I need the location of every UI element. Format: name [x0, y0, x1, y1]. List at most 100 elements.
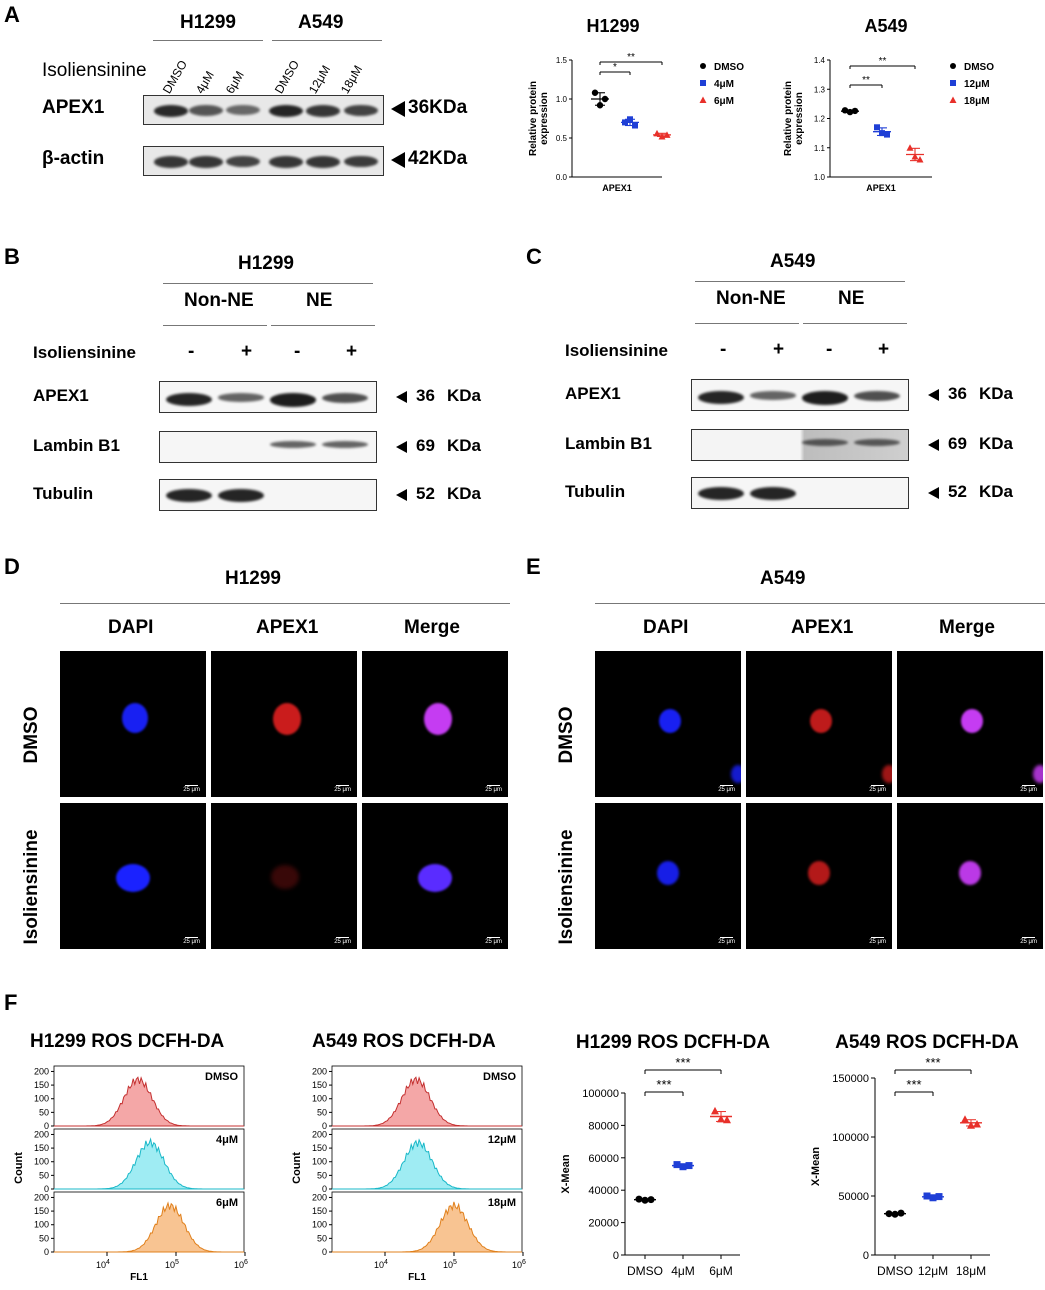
blot-size-number: 36	[416, 386, 435, 405]
cell-nucleus	[808, 861, 830, 885]
cell-nucleus	[731, 765, 741, 783]
cell-nucleus	[657, 861, 679, 885]
scale-bar: 25 μm	[718, 937, 735, 945]
data-point	[929, 1194, 937, 1202]
data-point	[906, 144, 914, 151]
data-point	[841, 107, 849, 114]
blot-size-label: 42KDa	[408, 148, 468, 169]
data-point	[596, 102, 604, 109]
blot-size-unit: KDa	[447, 484, 482, 503]
microscopy-image: 25 μm	[746, 651, 892, 797]
scale-bar: 25 μm	[1020, 785, 1037, 793]
panel-cell-title: H1299	[225, 568, 281, 589]
significance-label: ***	[906, 1077, 921, 1092]
hist1-chart: Count 0 50 100 150 200 DMSO 0 50 100 150 200 4μM 0 50 1…	[13, 1065, 248, 1283]
data-point	[851, 107, 859, 115]
significance-label: ***	[656, 1077, 671, 1092]
microscopy-image: 25 μm	[897, 651, 1043, 797]
y-tick-label: 80000	[588, 1120, 619, 1132]
y-tick-label: 0	[322, 1184, 327, 1194]
western-blot	[691, 379, 909, 411]
protein-band	[189, 105, 223, 116]
y-tick-label: 50	[39, 1170, 49, 1180]
panel-d-letter: D	[4, 554, 20, 579]
blot-size-unit: KDa	[447, 436, 482, 455]
cell-nucleus	[418, 864, 452, 892]
protein-band	[226, 156, 260, 168]
y-tick-label: 40000	[588, 1185, 619, 1197]
data-point	[679, 1163, 687, 1171]
y-tick-label: 1.2	[814, 115, 826, 124]
histogram-curve	[54, 1201, 244, 1253]
divider	[163, 325, 267, 326]
cell-nucleus	[959, 861, 981, 885]
divider	[695, 323, 799, 324]
data-point	[973, 1120, 981, 1128]
y-tick-label: 1.4	[814, 56, 826, 65]
arrow-icon	[396, 391, 407, 403]
cell-nucleus	[116, 864, 150, 892]
blot-size-label: 36KDa	[408, 97, 468, 118]
data-point	[923, 1192, 931, 1200]
divider	[695, 281, 905, 282]
lane-label: 18μM	[337, 62, 366, 96]
y-tick-label: 0	[863, 1250, 869, 1262]
blot-size-unit: KDa	[979, 384, 1014, 403]
x-tick-label: 6μM	[709, 1264, 733, 1278]
data-point	[653, 129, 661, 137]
arrow-icon	[396, 441, 407, 453]
row-label: Isoliensinine	[556, 829, 577, 945]
scale-bar: 25 μm	[183, 785, 200, 793]
histogram-curve	[54, 1137, 244, 1190]
y-tick-label: 100000	[832, 1132, 869, 1144]
lane-label: 6μM	[222, 68, 247, 96]
y-tick-label: 0	[322, 1247, 327, 1257]
blot-row-label: APEX1	[42, 97, 105, 118]
column-label: Merge	[404, 617, 460, 638]
protein-band	[154, 156, 188, 168]
x-axis-label: FL1	[130, 1272, 148, 1283]
divider	[60, 603, 510, 604]
protein-band	[166, 489, 212, 502]
significance-label: ***	[675, 1055, 690, 1070]
row-label: DMSO	[21, 706, 42, 764]
x-tick-label: 104	[96, 1259, 110, 1270]
cell-nucleus	[122, 703, 148, 733]
y-tick-label: 1.0	[814, 173, 826, 182]
histogram-curve	[332, 1201, 522, 1253]
western-blot	[143, 95, 384, 125]
x-axis-label: APEX1	[866, 183, 896, 193]
y-tick-label: 200	[34, 1129, 49, 1139]
x-tick-label: 4μM	[671, 1264, 695, 1278]
protein-band	[322, 393, 368, 403]
histogram-label: DMSO	[205, 1071, 238, 1083]
y-tick-label: 50	[39, 1233, 49, 1243]
data-point	[879, 130, 885, 137]
divider	[803, 323, 907, 324]
panel-a-treatment: Isoliensinine	[42, 60, 147, 81]
blot-size-number: 69	[948, 434, 967, 453]
chart-title: H1299	[586, 16, 639, 36]
protein-band	[269, 156, 303, 168]
treatment-sign: -	[294, 341, 301, 362]
blot-size-number: 52	[948, 482, 967, 501]
treatment-label: Isoliensinine	[565, 341, 668, 360]
hist2-chart: Count 0 50 100 150 200 DMSO 0 50 100 150 200 12μM 0 50…	[291, 1065, 526, 1283]
data-point	[891, 1210, 899, 1218]
microscopy-image: 25 μm	[897, 803, 1043, 949]
histogram-curve	[332, 1076, 522, 1127]
group-label: NE	[306, 290, 333, 311]
cell-nucleus	[810, 709, 832, 733]
histogram-label: 12μM	[488, 1134, 516, 1146]
y-tick-label: 100	[312, 1094, 327, 1104]
histogram-label: 18μM	[488, 1197, 516, 1209]
y-tick-label: 200	[34, 1192, 49, 1202]
y-tick-label: 150	[312, 1143, 327, 1153]
column-label: APEX1	[791, 617, 854, 638]
scale-bar: 25 μm	[869, 937, 886, 945]
data-point	[685, 1162, 693, 1170]
panel-a-chart-h1299: H1299 0.0 0.5 1.0 1.5 APEX1 Relative proteinex…	[528, 16, 744, 193]
chart-title: A549	[864, 16, 907, 36]
lane-label: 4μM	[192, 68, 217, 96]
cell-nucleus	[659, 709, 681, 733]
